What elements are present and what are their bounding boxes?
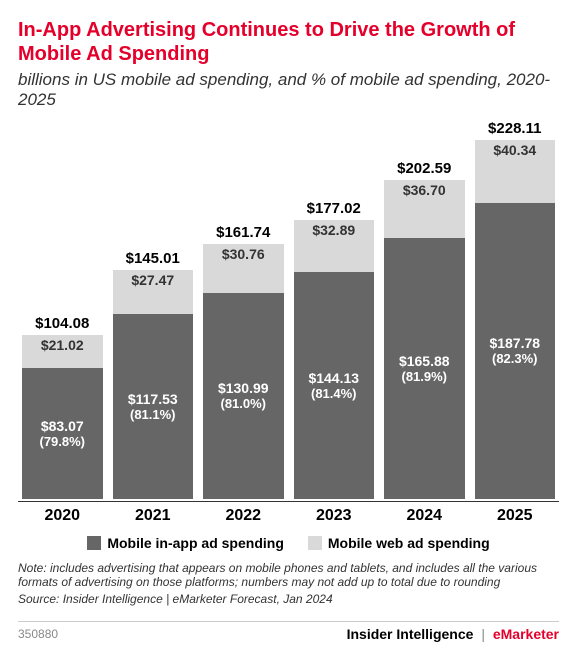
document-id: 350880 — [18, 627, 58, 641]
bar-total-label: $161.74 — [216, 224, 270, 241]
bar-segment-inapp: $165.88(81.9%) — [384, 238, 465, 499]
brand-label: Insider Intelligence | eMarketer — [347, 626, 559, 642]
bar-segment-inapp: $144.13(81.4%) — [294, 272, 375, 499]
x-tick-label: 2025 — [475, 507, 556, 525]
bar-segment-inapp: $117.53(81.1%) — [113, 314, 194, 499]
brand-separator: | — [481, 626, 485, 642]
x-tick-label: 2022 — [203, 507, 284, 525]
stacked-bar: $36.70 $165.88(81.9%) — [384, 180, 465, 499]
chart-subtitle: billions in US mobile ad spending, and %… — [18, 70, 559, 111]
bar-group: $161.74 $30.76 $130.99(81.0%) — [203, 224, 284, 499]
stacked-bar: $27.47 $117.53(81.1%) — [113, 270, 194, 498]
chart-source: Source: Insider Intelligence | eMarketer… — [18, 592, 559, 606]
segment-pct: (81.0%) — [220, 396, 266, 411]
chart-plot-area: $104.08$21.02$83.07(79.8%)$145.01$27.47$… — [18, 129, 559, 499]
bar-total-label: $177.02 — [307, 200, 361, 217]
x-tick-label: 2023 — [294, 507, 375, 525]
x-tick-label: 2024 — [384, 507, 465, 525]
bar-segment-web: $32.89 — [294, 220, 375, 272]
bar-group: $177.02 $32.89 $144.13(81.4%) — [294, 200, 375, 499]
x-tick-label: 2020 — [22, 507, 103, 525]
bar-segment-web: $30.76 — [203, 244, 284, 292]
segment-pct: (81.9%) — [401, 369, 447, 384]
segment-value: $83.07 — [41, 418, 84, 434]
chart-card: In-App Advertising Continues to Drive th… — [0, 0, 577, 652]
legend-swatch — [87, 536, 101, 550]
brand-emarketer: eMarketer — [493, 626, 559, 642]
segment-pct: (82.3%) — [492, 351, 538, 366]
segment-value: $40.34 — [493, 142, 536, 158]
x-tick-label: 2021 — [113, 507, 194, 525]
segment-value: $187.78 — [489, 335, 540, 351]
segment-pct: (81.4%) — [311, 386, 357, 401]
bar-total-label: $228.11 — [488, 120, 541, 137]
bar-segment-inapp: $130.99(81.0%) — [203, 293, 284, 499]
bar-segment-web: $36.70 — [384, 180, 465, 238]
bar-group: $228.11 $40.34 $187.78(82.3%) — [475, 120, 556, 499]
segment-value: $165.88 — [399, 353, 450, 369]
chart-title: In-App Advertising Continues to Drive th… — [18, 18, 559, 66]
bar-total-label: $145.01 — [126, 250, 180, 267]
segment-value: $130.99 — [218, 380, 269, 396]
legend-label: Mobile in-app ad spending — [107, 535, 284, 551]
legend-item: Mobile in-app ad spending — [87, 535, 284, 551]
segment-pct: (81.1%) — [130, 407, 176, 422]
stacked-bar: $21.02 $83.07(79.8%) — [22, 335, 103, 499]
bar-group: $202.59 $36.70 $165.88(81.9%) — [384, 160, 465, 499]
bar-segment-inapp: $187.78(82.3%) — [475, 203, 556, 499]
chart-x-axis: 2020 2021 2022 2023 2024 2025 — [18, 501, 559, 525]
legend-label: Mobile web ad spending — [328, 535, 490, 551]
stacked-bar: $40.34 $187.78(82.3%) — [475, 140, 556, 499]
bar-segment-web: $40.34 — [475, 140, 556, 204]
bar-total-label: $104.08 — [35, 315, 89, 332]
legend-item: Mobile web ad spending — [308, 535, 490, 551]
segment-pct: (79.8%) — [39, 434, 85, 449]
segment-value: $36.70 — [403, 182, 446, 198]
segment-value: $27.47 — [131, 272, 174, 288]
chart-legend: Mobile in-app ad spending Mobile web ad s… — [18, 535, 559, 551]
segment-value: $117.53 — [128, 391, 178, 407]
legend-swatch — [308, 536, 322, 550]
bar-group: $104.08 $21.02 $83.07(79.8%) — [22, 315, 103, 499]
bar-total-label: $202.59 — [397, 160, 451, 177]
bar-segment-inapp: $83.07(79.8%) — [22, 368, 103, 499]
segment-value: $32.89 — [312, 222, 355, 238]
segment-value: $144.13 — [308, 370, 359, 386]
bar-group: $145.01 $27.47 $117.53(81.1%) — [113, 250, 194, 498]
chart-note: Note: includes advertising that appears … — [18, 561, 559, 590]
segment-value: $21.02 — [41, 337, 84, 353]
chart-footer: 350880 Insider Intelligence | eMarketer — [18, 621, 559, 642]
bar-segment-web: $21.02 — [22, 335, 103, 368]
brand-insider: Insider Intelligence — [347, 626, 474, 642]
segment-value: $30.76 — [222, 246, 265, 262]
stacked-bar: $32.89 $144.13(81.4%) — [294, 220, 375, 499]
stacked-bar: $30.76 $130.99(81.0%) — [203, 244, 284, 499]
bar-segment-web: $27.47 — [113, 270, 194, 313]
